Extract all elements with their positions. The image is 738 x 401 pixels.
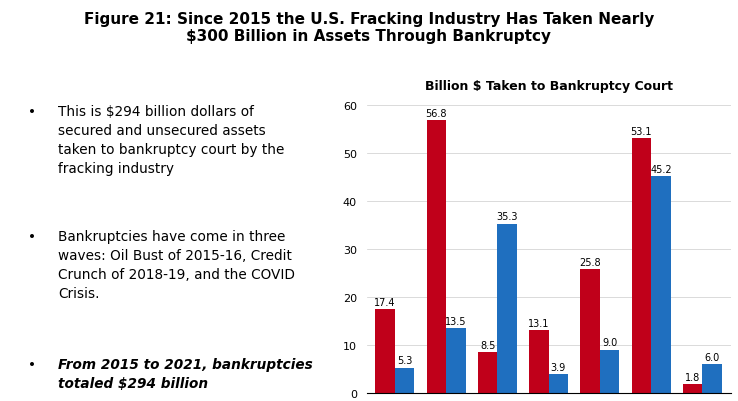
Text: 35.3: 35.3 bbox=[497, 212, 518, 222]
Bar bbox=[446, 328, 466, 393]
Text: 17.4: 17.4 bbox=[374, 297, 396, 307]
Text: 3.9: 3.9 bbox=[551, 362, 566, 372]
Text: •: • bbox=[28, 230, 36, 244]
Bar bbox=[376, 310, 395, 393]
Bar bbox=[548, 374, 568, 393]
Bar bbox=[651, 177, 671, 393]
Text: Figure 21: Since 2015 the U.S. Fracking Industry Has Taken Nearly
$300 Billion i: Figure 21: Since 2015 the U.S. Fracking … bbox=[84, 12, 654, 45]
Text: 53.1: 53.1 bbox=[631, 126, 652, 136]
Text: 13.1: 13.1 bbox=[528, 318, 550, 328]
Text: 1.8: 1.8 bbox=[685, 372, 700, 382]
Text: 13.5: 13.5 bbox=[445, 316, 466, 326]
Bar bbox=[600, 350, 619, 393]
Text: Bankruptcies have come in three
waves: Oil Bust of 2015-16, Credit
Crunch of 201: Bankruptcies have come in three waves: O… bbox=[58, 230, 294, 300]
Text: 45.2: 45.2 bbox=[650, 164, 672, 174]
Bar bbox=[497, 224, 517, 393]
Text: 5.3: 5.3 bbox=[397, 355, 413, 365]
Text: 25.8: 25.8 bbox=[579, 257, 601, 267]
Title: Billion $ Taken to Bankruptcy Court: Billion $ Taken to Bankruptcy Court bbox=[424, 79, 672, 92]
Bar bbox=[703, 364, 722, 393]
Text: 6.0: 6.0 bbox=[705, 352, 720, 362]
Bar bbox=[632, 139, 651, 393]
Bar bbox=[395, 368, 414, 393]
Bar bbox=[683, 385, 703, 393]
Bar bbox=[427, 121, 446, 393]
Text: From 2015 to 2021, bankruptcies
totaled $294 billion: From 2015 to 2021, bankruptcies totaled … bbox=[58, 357, 312, 390]
Text: •: • bbox=[28, 105, 36, 119]
Text: 8.5: 8.5 bbox=[480, 340, 495, 350]
Bar bbox=[477, 352, 497, 393]
Text: •: • bbox=[28, 357, 36, 371]
Text: This is $294 billion dollars of
secured and unsecured assets
taken to bankruptcy: This is $294 billion dollars of secured … bbox=[58, 105, 284, 176]
Text: 9.0: 9.0 bbox=[602, 338, 617, 348]
Bar bbox=[529, 330, 548, 393]
Text: 56.8: 56.8 bbox=[426, 109, 447, 119]
Bar bbox=[580, 269, 600, 393]
